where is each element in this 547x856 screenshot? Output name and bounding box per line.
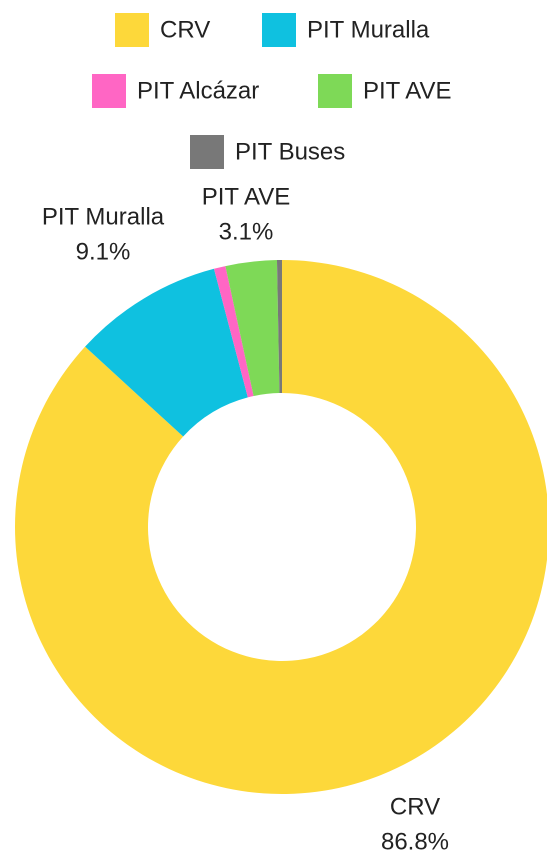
- slice-value: 86.8%: [381, 828, 449, 855]
- legend-swatch: [262, 13, 296, 47]
- legend-swatch: [92, 74, 126, 108]
- slice-value: 9.1%: [76, 238, 131, 265]
- donut-slice: [213, 266, 254, 398]
- donut-slice: [15, 260, 547, 794]
- legend-label: PIT AVE: [363, 77, 452, 104]
- legend-swatch: [190, 135, 224, 169]
- donut-slice: [276, 260, 282, 394]
- legend-label: PIT Alcázar: [137, 77, 259, 104]
- donut-slice: [225, 260, 280, 397]
- slice-name: PIT Muralla: [42, 203, 165, 230]
- legend-swatch: [318, 74, 352, 108]
- legend-swatch: [115, 13, 149, 47]
- slice-name: CRV: [390, 793, 440, 820]
- slice-name: PIT AVE: [202, 183, 291, 210]
- legend-label: CRV: [160, 16, 210, 43]
- donut-slice: [85, 268, 248, 437]
- slice-value: 3.1%: [219, 218, 274, 245]
- legend-label: PIT Buses: [235, 138, 345, 165]
- legend-label: PIT Muralla: [307, 16, 430, 43]
